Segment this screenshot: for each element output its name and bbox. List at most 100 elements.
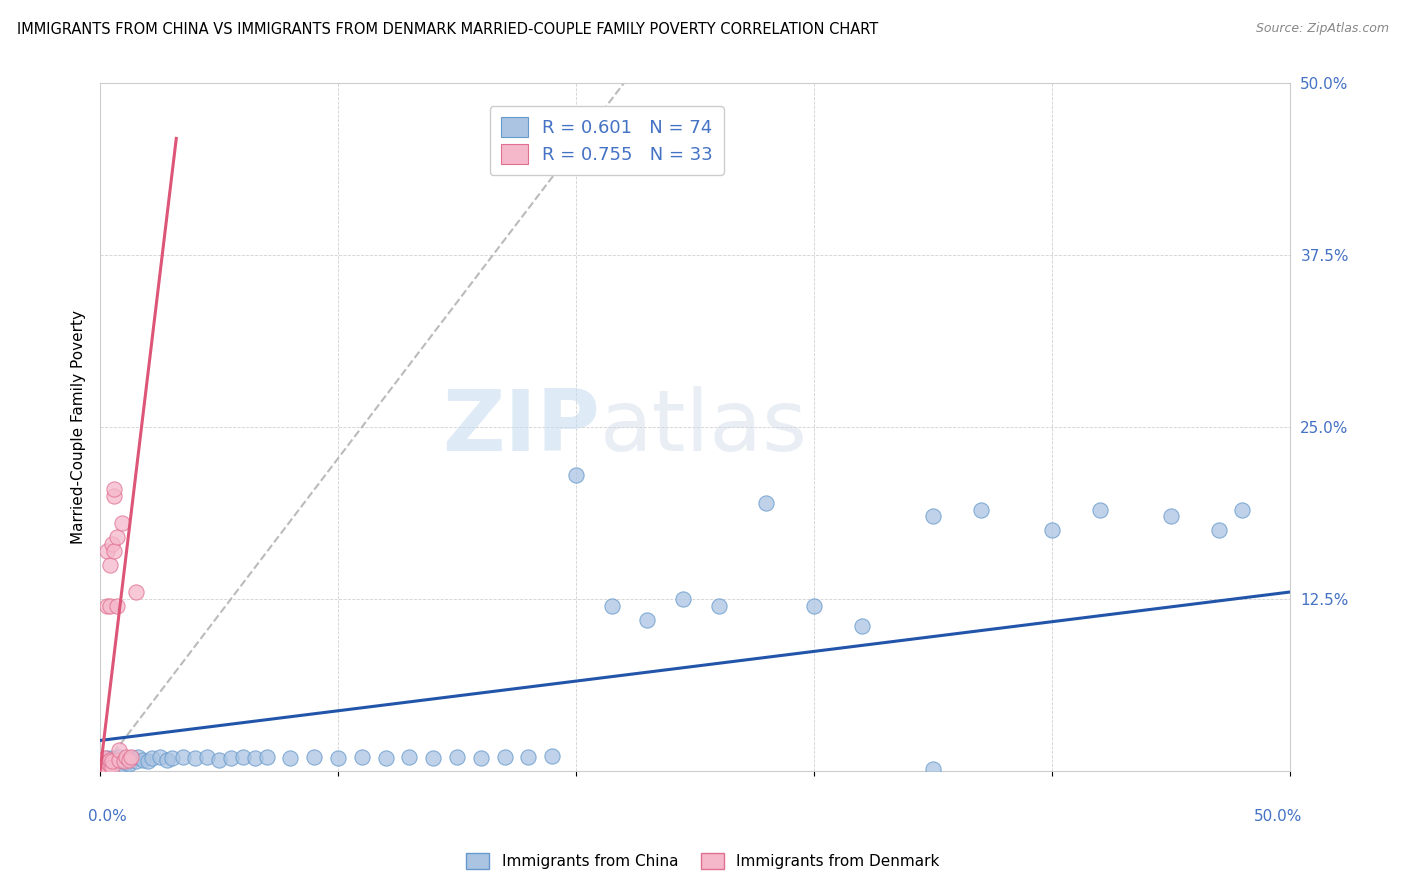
- Point: [195, 750, 218, 764]
- Text: Source: ZipAtlas.com: Source: ZipAtlas.com: [1256, 22, 1389, 36]
- Point: [94, 762, 117, 776]
- Point: [101, 751, 124, 765]
- Point: [232, 750, 254, 764]
- Point: [98, 753, 121, 767]
- Point: [803, 599, 825, 613]
- Point: [108, 750, 131, 764]
- Point: [1088, 502, 1111, 516]
- Point: [101, 754, 124, 768]
- Point: [494, 750, 516, 764]
- Point: [108, 753, 131, 767]
- Point: [969, 502, 991, 516]
- Point: [96, 762, 118, 776]
- Point: [422, 751, 444, 765]
- Point: [98, 758, 121, 772]
- Text: atlas: atlas: [600, 385, 808, 468]
- Point: [156, 753, 179, 767]
- Point: [101, 762, 124, 776]
- Point: [101, 756, 124, 770]
- Point: [541, 748, 564, 763]
- Point: [103, 754, 125, 768]
- Point: [256, 750, 278, 764]
- Point: [98, 599, 121, 613]
- Point: [96, 756, 118, 770]
- Point: [184, 751, 207, 765]
- Point: [326, 751, 349, 765]
- Point: [565, 468, 588, 483]
- Point: [125, 585, 148, 599]
- Point: [115, 756, 138, 770]
- Point: [96, 759, 118, 773]
- Point: [96, 599, 118, 613]
- Point: [91, 762, 114, 776]
- Point: [851, 619, 873, 633]
- Point: [98, 753, 121, 767]
- Text: IMMIGRANTS FROM CHINA VS IMMIGRANTS FROM DENMARK MARRIED-COUPLE FAMILY POVERTY C: IMMIGRANTS FROM CHINA VS IMMIGRANTS FROM…: [17, 22, 879, 37]
- Point: [1232, 502, 1254, 516]
- Point: [96, 762, 118, 776]
- Point: [96, 543, 118, 558]
- Legend: Immigrants from China, Immigrants from Denmark: Immigrants from China, Immigrants from D…: [460, 847, 946, 875]
- Point: [103, 482, 125, 496]
- Point: [105, 753, 128, 767]
- Point: [1040, 523, 1063, 537]
- Point: [118, 756, 141, 771]
- Point: [98, 761, 121, 775]
- Point: [94, 756, 117, 771]
- Point: [755, 496, 778, 510]
- Point: [922, 509, 945, 524]
- Point: [94, 758, 117, 772]
- Point: [110, 756, 132, 771]
- Point: [96, 759, 118, 773]
- Point: [103, 489, 125, 503]
- Point: [219, 751, 242, 765]
- Point: [108, 758, 131, 772]
- Point: [125, 754, 148, 768]
- Point: [96, 751, 118, 765]
- Point: [470, 751, 492, 765]
- Point: [96, 756, 118, 771]
- Point: [91, 753, 114, 767]
- Point: [120, 751, 142, 765]
- Point: [101, 537, 124, 551]
- Point: [115, 750, 138, 764]
- Point: [105, 599, 128, 613]
- Point: [91, 762, 114, 776]
- Point: [636, 613, 658, 627]
- Point: [96, 754, 118, 768]
- Point: [350, 750, 373, 764]
- Text: ZIP: ZIP: [441, 385, 600, 468]
- Point: [91, 759, 114, 773]
- Point: [149, 750, 172, 764]
- Point: [94, 756, 117, 770]
- Point: [136, 754, 159, 768]
- Point: [94, 759, 117, 773]
- Point: [160, 751, 183, 765]
- Point: [103, 543, 125, 558]
- Point: [1160, 509, 1182, 524]
- Point: [517, 750, 540, 764]
- Point: [172, 750, 194, 764]
- Point: [141, 751, 163, 765]
- Point: [374, 751, 396, 765]
- Point: [208, 753, 231, 767]
- Point: [280, 751, 302, 765]
- Point: [118, 753, 141, 767]
- Point: [108, 743, 131, 757]
- Point: [110, 516, 132, 531]
- Point: [112, 754, 135, 768]
- Point: [112, 753, 135, 767]
- Point: [446, 750, 468, 764]
- Point: [103, 759, 125, 773]
- Point: [94, 751, 117, 765]
- Point: [132, 753, 155, 767]
- Legend: R = 0.601   N = 74, R = 0.755   N = 33: R = 0.601 N = 74, R = 0.755 N = 33: [489, 106, 724, 175]
- Point: [120, 750, 142, 764]
- Point: [304, 750, 326, 764]
- Point: [398, 750, 420, 764]
- Point: [672, 591, 695, 606]
- Point: [112, 759, 135, 773]
- Point: [94, 761, 117, 775]
- Point: [98, 558, 121, 572]
- Point: [922, 762, 945, 776]
